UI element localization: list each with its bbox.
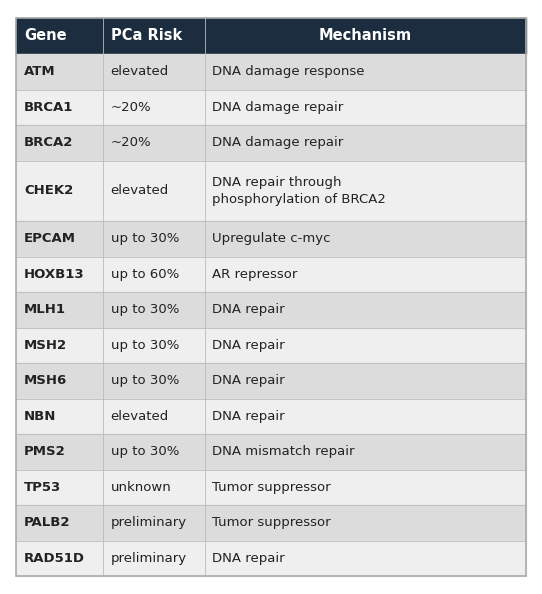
Text: TP53: TP53: [24, 481, 61, 494]
Bar: [16, 434, 526, 470]
Text: DNA damage repair: DNA damage repair: [212, 137, 344, 150]
Bar: [16, 363, 526, 399]
Text: EPCAM: EPCAM: [24, 232, 76, 245]
Bar: [16, 160, 526, 221]
Text: DNA repair through
phosphorylation of BRCA2: DNA repair through phosphorylation of BR…: [212, 176, 386, 206]
Bar: [16, 505, 526, 541]
Text: DNA mismatch repair: DNA mismatch repair: [212, 446, 355, 459]
Text: DNA repair: DNA repair: [212, 410, 285, 423]
Text: DNA repair: DNA repair: [212, 374, 285, 387]
Text: up to 30%: up to 30%: [111, 339, 179, 352]
Bar: [16, 18, 526, 54]
Text: ~20%: ~20%: [111, 101, 151, 114]
Bar: [16, 470, 526, 505]
Bar: [16, 292, 526, 327]
Text: DNA repair: DNA repair: [212, 339, 285, 352]
Text: up to 30%: up to 30%: [111, 232, 179, 245]
Text: MLH1: MLH1: [24, 304, 66, 317]
Text: Gene: Gene: [24, 29, 67, 43]
Text: elevated: elevated: [111, 184, 169, 197]
Text: PALB2: PALB2: [24, 516, 70, 529]
Text: DNA damage repair: DNA damage repair: [212, 101, 344, 114]
Bar: [16, 399, 526, 434]
Bar: [16, 257, 526, 292]
Text: preliminary: preliminary: [111, 516, 186, 529]
Text: PMS2: PMS2: [24, 446, 66, 459]
Text: HOXB13: HOXB13: [24, 268, 85, 281]
Text: Tumor suppressor: Tumor suppressor: [212, 481, 331, 494]
Text: up to 30%: up to 30%: [111, 304, 179, 317]
Text: PCa Risk: PCa Risk: [111, 29, 182, 43]
Text: DNA repair: DNA repair: [212, 304, 285, 317]
Text: RAD51D: RAD51D: [24, 552, 85, 565]
Text: up to 30%: up to 30%: [111, 446, 179, 459]
Text: AR repressor: AR repressor: [212, 268, 298, 281]
Text: ATM: ATM: [24, 65, 55, 78]
Text: MSH2: MSH2: [24, 339, 67, 352]
Text: up to 30%: up to 30%: [111, 374, 179, 387]
Text: Tumor suppressor: Tumor suppressor: [212, 516, 331, 529]
Text: ~20%: ~20%: [111, 137, 151, 150]
Bar: [16, 125, 526, 160]
Text: MSH6: MSH6: [24, 374, 67, 387]
Text: unknown: unknown: [111, 481, 171, 494]
Bar: [16, 54, 526, 90]
Bar: [16, 221, 526, 257]
Text: BRCA2: BRCA2: [24, 137, 73, 150]
Bar: [16, 541, 526, 576]
Text: preliminary: preliminary: [111, 552, 186, 565]
Text: DNA damage response: DNA damage response: [212, 65, 365, 78]
Text: elevated: elevated: [111, 410, 169, 423]
Text: NBN: NBN: [24, 410, 56, 423]
Text: DNA repair: DNA repair: [212, 552, 285, 565]
Text: BRCA1: BRCA1: [24, 101, 73, 114]
Text: CHEK2: CHEK2: [24, 184, 73, 197]
Bar: [16, 327, 526, 363]
Text: up to 60%: up to 60%: [111, 268, 179, 281]
Text: Upregulate c-myc: Upregulate c-myc: [212, 232, 331, 245]
Bar: [16, 90, 526, 125]
Text: Mechanism: Mechanism: [319, 29, 412, 43]
Text: elevated: elevated: [111, 65, 169, 78]
